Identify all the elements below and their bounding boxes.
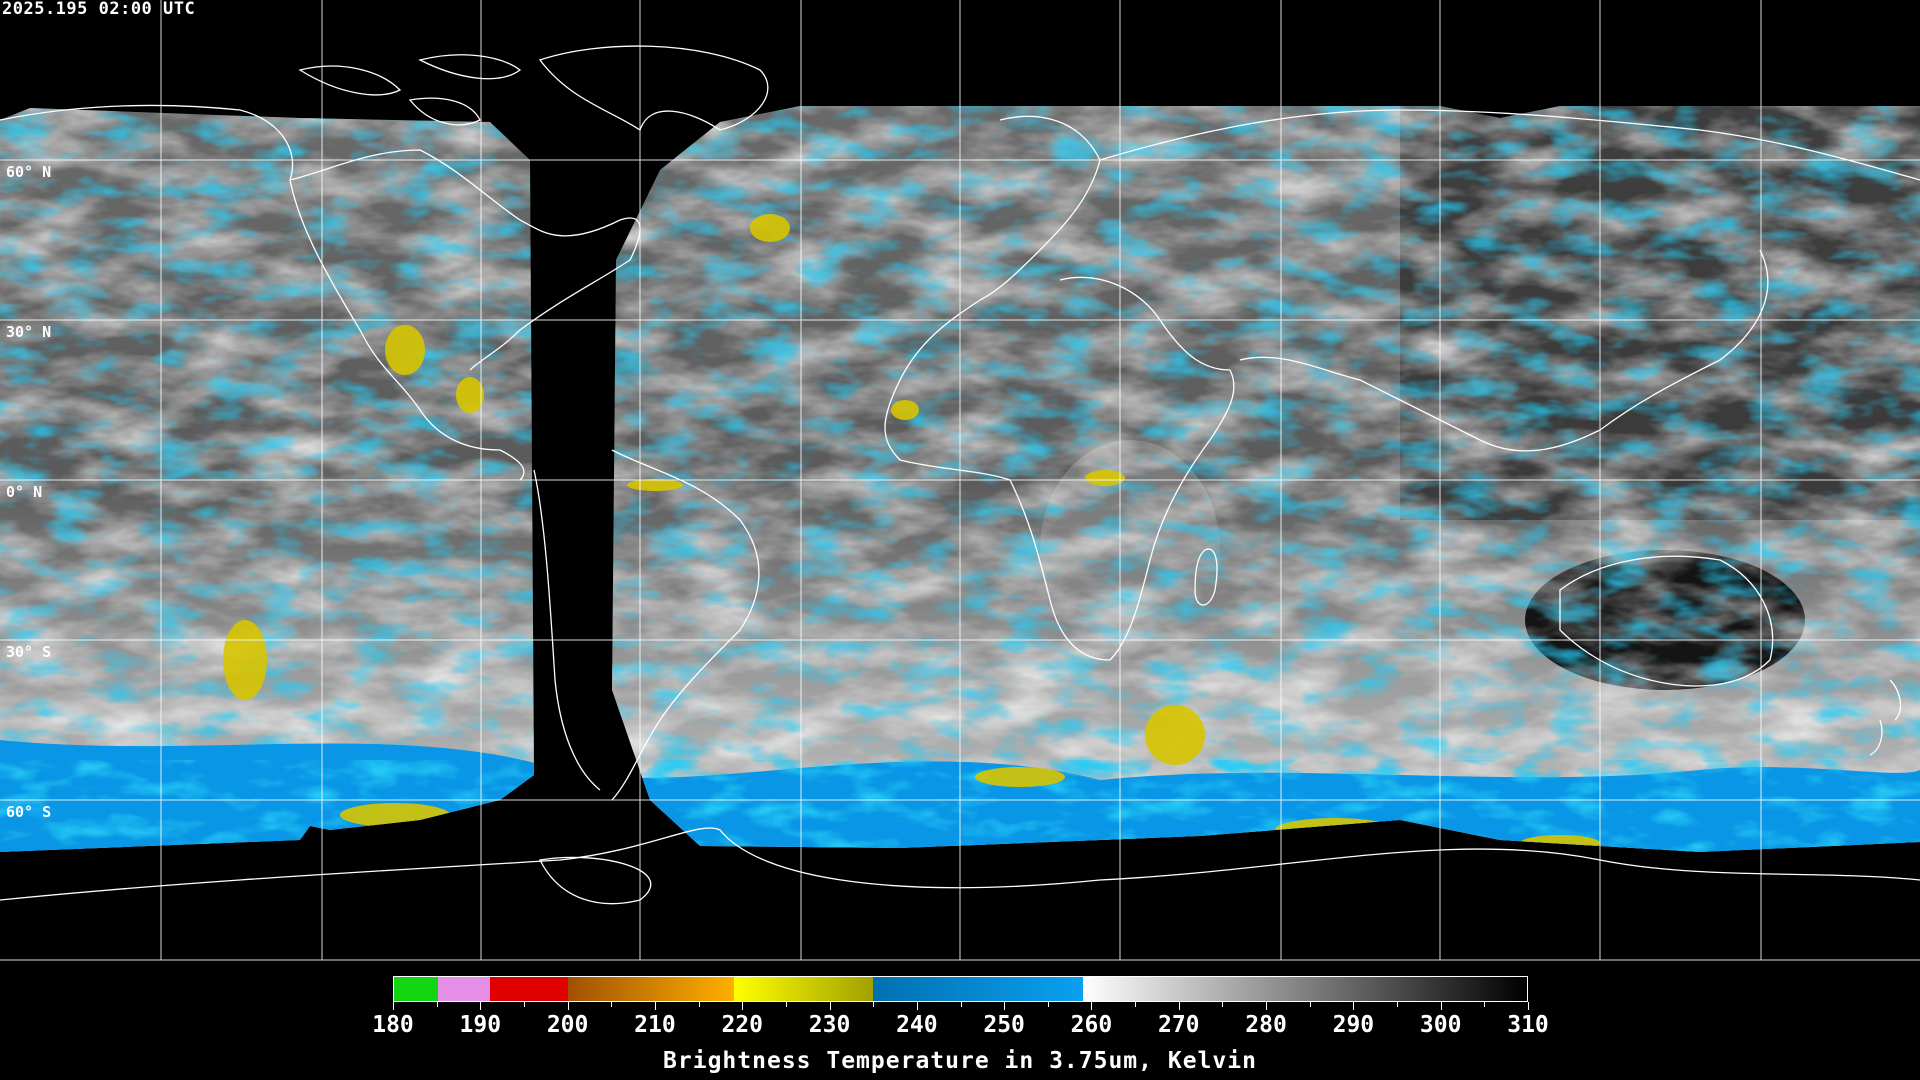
colorbar-tick-label: 210 <box>634 1012 676 1038</box>
colorbar-tick <box>1266 1002 1268 1010</box>
colorbar-tick <box>1004 1002 1006 1010</box>
colorbar-tick-label: 190 <box>459 1012 502 1038</box>
colorbar-segment <box>437 977 491 1001</box>
colorbar-segment <box>489 977 569 1001</box>
colorbar-minor-tick <box>1222 1002 1224 1007</box>
coastlines <box>0 45 1920 905</box>
colorbar-minor-tick <box>611 1002 613 1007</box>
colorbar-minor-tick <box>1309 1002 1311 1007</box>
colorbar-tick <box>1091 1002 1093 1010</box>
colorbar-ticks <box>0 1002 1920 1012</box>
colorbar-minor-tick <box>523 1002 525 1007</box>
colorbar-minor-tick <box>873 1002 875 1007</box>
colorbar-minor-tick <box>960 1002 962 1007</box>
colorbar-title: Brightness Temperature in 3.75um, Kelvin <box>663 1048 1257 1074</box>
latitude-label-30n: 30° N <box>6 323 52 341</box>
latitude-label-0n: 0° N <box>6 483 43 501</box>
graticule <box>0 0 1920 961</box>
colorbar-tick <box>1353 1002 1355 1010</box>
colorbar-minor-tick <box>1484 1002 1486 1007</box>
colorbar-minor-tick <box>698 1002 700 1007</box>
colorbar-tick <box>654 1002 656 1010</box>
colorbar-tick-label: 280 <box>1245 1012 1287 1038</box>
colorbar-tick <box>1528 1002 1529 1010</box>
colorbar-segment <box>733 977 874 1001</box>
colorbar-tick <box>567 1002 569 1010</box>
colorbar-tick-label: 270 <box>1157 1012 1200 1038</box>
colorbar-minor-tick <box>785 1002 787 1007</box>
colorbar-tick-label: 300 <box>1419 1012 1462 1038</box>
latitude-label-60n: 60° N <box>6 163 52 181</box>
colorbar-tick <box>916 1002 918 1010</box>
colorbar-tick-label: 260 <box>1070 1012 1113 1038</box>
colorbar-tick <box>742 1002 744 1010</box>
latitude-label-60s: 60° S <box>6 803 52 821</box>
colorbar-segment <box>1082 977 1528 1001</box>
colorbar-tick-label: 250 <box>983 1012 1025 1038</box>
colorbar-segment <box>568 977 735 1001</box>
colorbar-minor-tick <box>1397 1002 1399 1007</box>
colorbar-tick <box>480 1002 482 1010</box>
colorbar-tick <box>1440 1002 1442 1010</box>
colorbar-segment <box>394 977 439 1001</box>
colorbar-tick-label: 180 <box>372 1012 414 1038</box>
colorbar-tick <box>1178 1002 1180 1010</box>
colorbar-tick-label: 240 <box>896 1012 938 1038</box>
colorbar-tick-label: 200 <box>546 1012 589 1038</box>
colorbar-tick-label: 220 <box>721 1012 763 1038</box>
data-gap <box>534 120 612 830</box>
colorbar-tick-label: 230 <box>808 1012 851 1038</box>
colorbar <box>393 976 1528 1002</box>
colorbar-tick <box>393 1002 394 1010</box>
timestamp-label: 2025.195 02:00 UTC <box>2 0 196 19</box>
colorbar-tick-label: 290 <box>1332 1012 1375 1038</box>
colorbar-minor-tick <box>1047 1002 1049 1007</box>
colorbar-segment <box>873 977 1083 1001</box>
colorbar-minor-tick <box>436 1002 438 1007</box>
colorbar-tick-label: 310 <box>1507 1012 1549 1038</box>
colorbar-minor-tick <box>1135 1002 1137 1007</box>
colorbar-tick <box>829 1002 831 1010</box>
latitude-label-30s: 30° S <box>6 643 52 661</box>
